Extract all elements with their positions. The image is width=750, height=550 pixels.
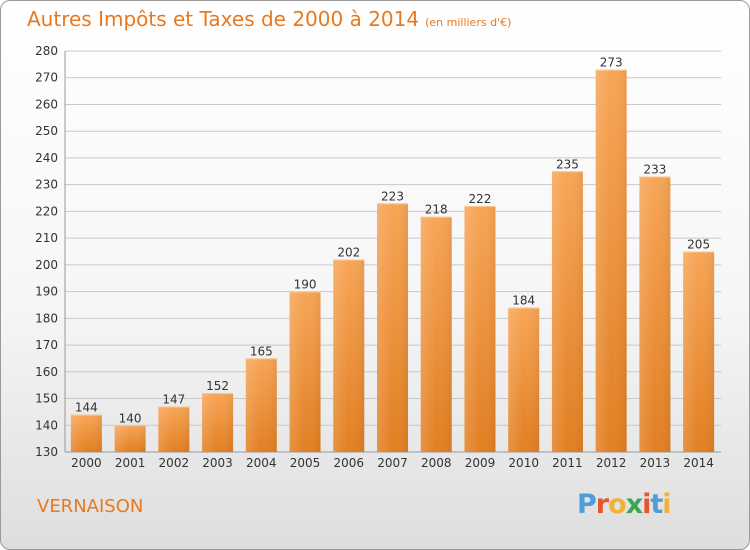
x-tick-label-2006: 2006 <box>333 456 364 470</box>
y-tick-label: 220 <box>35 204 58 218</box>
x-tick-label-2008: 2008 <box>421 456 452 470</box>
x-tick-label-2012: 2012 <box>596 456 627 470</box>
x-tick-label-2007: 2007 <box>377 456 408 470</box>
value-label-2000: 144 <box>75 401 98 415</box>
chart-title-text: Autres Impôts et Taxes de 2000 à 2014 <box>27 7 420 31</box>
y-tick-label: 190 <box>35 285 58 299</box>
bar-layer: 144 140 147 152 165 190 202 223 218 222 184 235 273 2… <box>70 56 715 453</box>
logo-letter: t <box>650 489 663 520</box>
value-label-2002: 147 <box>162 393 185 407</box>
value-label-2009: 222 <box>469 192 492 206</box>
y-tick-label: 230 <box>35 178 58 192</box>
logo-letter: P <box>577 489 597 520</box>
y-tick-label: 270 <box>35 71 58 85</box>
value-label-2005: 190 <box>294 278 317 292</box>
x-tick-label-2005: 2005 <box>290 456 321 470</box>
bar-shine-2011 <box>551 171 583 453</box>
value-label-2007: 223 <box>381 189 404 203</box>
value-label-2003: 152 <box>206 379 229 393</box>
bar-shine-2003 <box>202 393 234 452</box>
bar-shine-2007 <box>377 203 408 452</box>
bar-shine-2008 <box>420 216 452 452</box>
value-label-2014: 205 <box>687 238 710 252</box>
y-tick-label: 240 <box>35 151 58 165</box>
bar-shine-2005 <box>289 291 321 452</box>
y-tick-label: 150 <box>35 392 58 406</box>
value-label-2008: 218 <box>425 203 448 217</box>
y-tick-label: 140 <box>35 418 58 432</box>
y-tick-label: 250 <box>35 124 58 138</box>
x-tick-label-2002: 2002 <box>159 456 190 470</box>
axis-layer: 130 140 150 160 170 180 190 200 210 220 230 240 250 2… <box>35 44 721 470</box>
y-tick-label: 200 <box>35 258 58 272</box>
value-label-2011: 235 <box>556 157 579 171</box>
value-label-2001: 140 <box>119 411 142 425</box>
chart-unit: (en milliers d'€) <box>425 16 512 29</box>
x-tick-label-2001: 2001 <box>115 456 146 470</box>
bar-shine-2009 <box>464 206 496 452</box>
x-tick-label-2003: 2003 <box>202 456 233 470</box>
x-tick-label-2009: 2009 <box>465 456 496 470</box>
bar-shine-2006 <box>333 259 365 452</box>
y-tick-label: 280 <box>35 44 58 58</box>
city-name: VERNAISON <box>37 496 144 517</box>
value-label-2012: 273 <box>600 56 623 70</box>
bar-shine-2012 <box>595 69 627 453</box>
proxiti-logo: Proxiti <box>577 489 672 520</box>
x-tick-label-2010: 2010 <box>508 456 539 470</box>
bar-shine-2001 <box>114 425 146 452</box>
bar-shine-2002 <box>158 406 190 452</box>
x-tick-label-2011: 2011 <box>552 456 583 470</box>
logo-letter: r <box>595 489 609 520</box>
bar-shine-2010 <box>508 307 540 452</box>
value-label-2004: 165 <box>250 344 273 358</box>
bar-shine-2013 <box>639 176 671 452</box>
y-tick-label: 160 <box>35 365 58 379</box>
y-tick-label: 210 <box>35 231 58 245</box>
y-tick-label: 130 <box>35 445 58 459</box>
value-label-2013: 233 <box>643 163 666 177</box>
logo-letter: x <box>625 489 643 520</box>
logo-letter: o <box>608 489 627 520</box>
y-tick-label: 260 <box>35 97 58 111</box>
y-tick-label: 180 <box>35 311 58 325</box>
value-label-2010: 184 <box>512 294 535 308</box>
x-tick-label-2004: 2004 <box>246 456 277 470</box>
logo-letter: i <box>642 489 651 520</box>
chart-title: Autres Impôts et Taxes de 2000 à 2014 (en… <box>27 7 511 31</box>
x-tick-label-2014: 2014 <box>683 456 714 470</box>
bar-shine-2004 <box>245 358 277 452</box>
y-tick-label: 170 <box>35 338 58 352</box>
bar-shine-2000 <box>70 414 102 452</box>
x-tick-label-2000: 2000 <box>71 456 102 470</box>
logo-letter: i <box>662 489 671 520</box>
bar-shine-2014 <box>683 251 715 452</box>
x-tick-label-2013: 2013 <box>640 456 671 470</box>
value-label-2006: 202 <box>337 246 360 260</box>
